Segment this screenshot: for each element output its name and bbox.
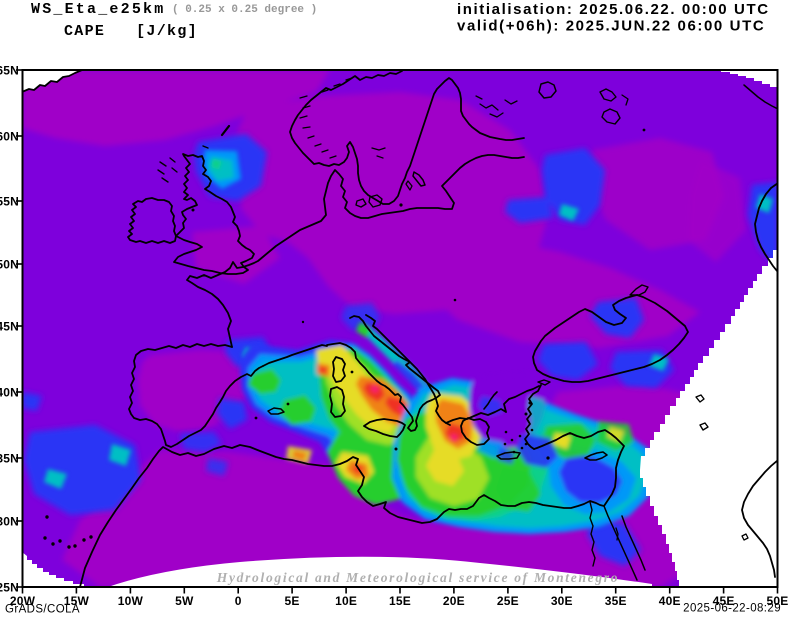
svg-text:CAPE [J/kg]: CAPE [J/kg] <box>64 23 198 40</box>
svg-text:15E: 15E <box>389 594 411 608</box>
svg-text:initialisation: 2025.06.22. 00: initialisation: 2025.06.22. 00:00 UTC <box>457 1 770 18</box>
svg-text:0: 0 <box>235 594 242 608</box>
svg-text:40N: 40N <box>0 386 19 400</box>
svg-text:10W: 10W <box>118 594 144 608</box>
svg-text:25N: 25N <box>0 581 19 595</box>
svg-text:20W: 20W <box>10 594 36 608</box>
svg-text:55N: 55N <box>0 195 19 209</box>
svg-text:60N: 60N <box>0 130 19 144</box>
svg-text:20E: 20E <box>443 594 465 608</box>
svg-text:65N: 65N <box>0 64 19 78</box>
svg-text:WS_Eta_e25km: WS_Eta_e25km <box>31 1 165 18</box>
svg-text:15W: 15W <box>64 594 90 608</box>
svg-text:5E: 5E <box>285 594 300 608</box>
svg-text:50N: 50N <box>0 258 19 272</box>
svg-text:2025-06-22-08:29: 2025-06-22-08:29 <box>683 603 781 615</box>
svg-text:25E: 25E <box>497 594 519 608</box>
svg-text:40E: 40E <box>659 594 681 608</box>
svg-text:Hydrological and Meteorologica: Hydrological and Meteorological service … <box>216 570 619 585</box>
svg-text:( 0.25 x 0.25 degree ): ( 0.25 x 0.25 degree ) <box>172 4 317 16</box>
svg-text:5W: 5W <box>175 594 194 608</box>
svg-text:35E: 35E <box>605 594 627 608</box>
svg-text:GrADS/COLA: GrADS/COLA <box>5 604 80 616</box>
svg-text:30N: 30N <box>0 515 19 529</box>
svg-text:valid(+06h): 2025.JUN.22 06:00: valid(+06h): 2025.JUN.22 06:00 UTC <box>457 18 765 35</box>
svg-text:30E: 30E <box>551 594 573 608</box>
svg-text:35N: 35N <box>0 452 19 466</box>
svg-text:50E: 50E <box>767 594 789 608</box>
svg-text:45E: 45E <box>713 594 735 608</box>
svg-text:10E: 10E <box>335 594 357 608</box>
svg-text:45N: 45N <box>0 320 19 334</box>
